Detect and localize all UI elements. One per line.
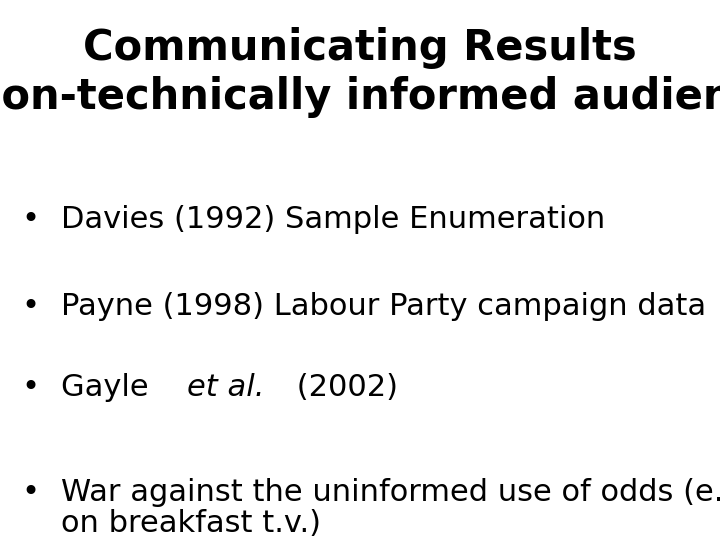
Text: on breakfast t.v.): on breakfast t.v.) [61, 509, 321, 538]
Text: (2002): (2002) [287, 373, 398, 402]
Text: •: • [22, 478, 40, 507]
Text: Gayle: Gayle [61, 373, 158, 402]
Text: •: • [22, 205, 40, 234]
Text: Communicating Results
(to non-technically informed audiences): Communicating Results (to non-technicall… [0, 27, 720, 118]
Text: •: • [22, 292, 40, 321]
Text: Davies (1992) Sample Enumeration: Davies (1992) Sample Enumeration [61, 205, 606, 234]
Text: •: • [22, 373, 40, 402]
Text: et al.: et al. [187, 373, 264, 402]
Text: Payne (1998) Labour Party campaign data: Payne (1998) Labour Party campaign data [61, 292, 706, 321]
Text: War against the uninformed use of odds (e.g.: War against the uninformed use of odds (… [61, 478, 720, 507]
